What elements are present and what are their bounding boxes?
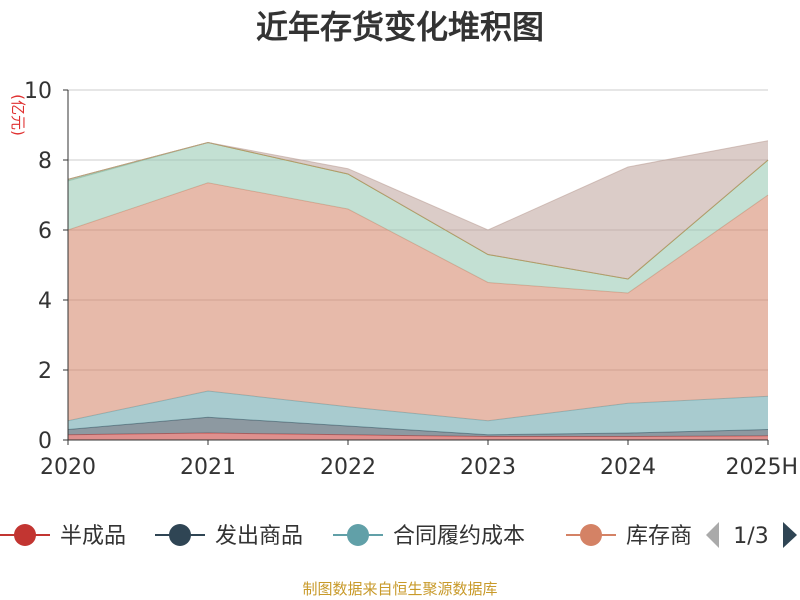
x-tick-label: 2023 (460, 455, 516, 480)
legend-label: 合同履约成本 (393, 524, 525, 549)
area-series-5 (68, 142, 768, 293)
area-series-8 (68, 140, 768, 279)
area-series-4 (68, 182, 768, 421)
area-series-2 (68, 417, 768, 437)
chart-title: 近年存货变化堆积图 (256, 8, 544, 46)
legend: 半成品 发出商品 合同履约成本 库存商 (0, 524, 692, 549)
legend-item[interactable]: 库存商 (566, 524, 692, 549)
legend-label: 库存商 (626, 524, 692, 549)
legend-marker (169, 524, 191, 546)
legend-label: 发出商品 (215, 524, 303, 549)
data-source-note: 制图数据来自恒生聚源数据库 (302, 580, 497, 598)
axes: 0 2 4 6 8 10 2020 2021 2022 2023 2024 2025H (24, 79, 798, 480)
y-tick-label: 6 (38, 219, 52, 244)
x-tick-label: 2024 (600, 455, 656, 480)
legend-item[interactable]: 合同履约成本 (333, 524, 525, 549)
line-series-8 (67, 140, 769, 231)
y-tick-label: 2 (38, 359, 52, 384)
legend-label: 半成品 (60, 524, 126, 549)
legend-item[interactable]: 发出商品 (155, 524, 303, 549)
y-tick-label: 4 (38, 289, 52, 314)
area-series-3 (68, 391, 768, 435)
x-tick-label: 2021 (180, 455, 236, 480)
plot-area (67, 140, 769, 440)
y-axis-unit: (亿元) (9, 94, 27, 136)
legend-marker (347, 524, 369, 546)
y-tick-label: 8 (38, 149, 52, 174)
legend-marker (580, 524, 602, 546)
legend-item[interactable]: 半成品 (0, 524, 126, 549)
x-tick-label: 2025H (725, 455, 798, 480)
x-tick-label: 2022 (320, 455, 376, 480)
y-tick-label: 0 (38, 429, 52, 454)
x-tick-label: 2020 (40, 455, 96, 480)
legend-marker (14, 524, 36, 546)
y-tick-label: 10 (24, 79, 52, 104)
legend-pager: 1/3 (733, 524, 768, 549)
triangle-right-icon[interactable] (783, 522, 797, 548)
area-series-1 (68, 433, 768, 440)
triangle-left-icon[interactable] (706, 522, 719, 548)
